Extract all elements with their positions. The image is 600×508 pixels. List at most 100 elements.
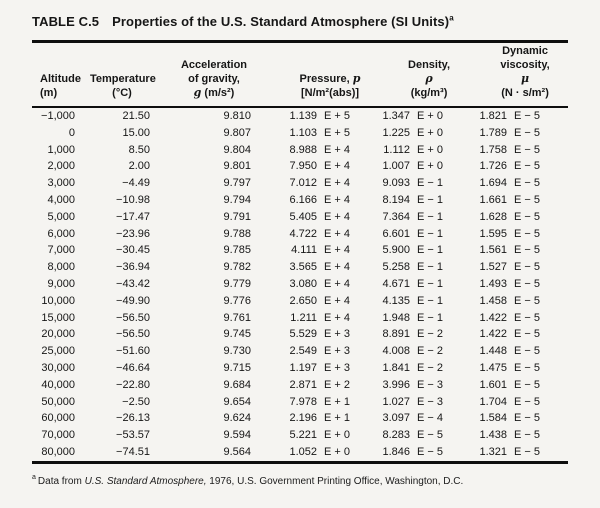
density-mantissa: 8.194: [382, 193, 411, 206]
pressure-mantissa: 1.211: [290, 311, 317, 324]
viscosity-exponent: E − 5: [514, 328, 541, 341]
footnote-text-tail: 1976, U.S. Government Printing Office, W…: [206, 475, 464, 487]
header-row: Altitude (m) Temperature (°C) Accelerati…: [32, 43, 569, 108]
pressure-mantissa: 7.012: [289, 177, 317, 190]
viscosity-mantissa: 1.422: [479, 311, 508, 324]
temperature-value: −17.47: [116, 210, 150, 223]
temperature-value: −49.90: [116, 294, 150, 307]
density-mantissa: 1.225: [382, 126, 411, 139]
viscosity-mantissa: 1.595: [479, 227, 508, 240]
title-footnote-marker: a: [449, 13, 454, 23]
temperature-value: −56.50: [116, 311, 150, 324]
table-row: 2,000 2.00 9.801 7.950 E + 4 1.007 E + 0 1.726 E…: [32, 158, 568, 175]
header-line: ρ: [399, 72, 459, 86]
viscosity-mantissa: 1.821: [479, 110, 508, 122]
altitude-value: 6,000: [47, 227, 75, 240]
viscosity-mantissa: 1.448: [479, 345, 508, 358]
header-unit: (N · s/m²): [501, 87, 549, 99]
header-line: Acceleration: [180, 59, 248, 71]
table-row: 15,000 −56.50 9.761 1.211 E + 4 1.948 E − 1 1.4…: [32, 310, 568, 327]
viscosity-exponent: E − 5: [514, 261, 541, 274]
density-exponent: E − 5: [417, 445, 444, 458]
gravity-value: 9.791: [223, 210, 251, 223]
viscosity-exponent: E − 5: [514, 160, 541, 173]
gravity-value: 9.779: [223, 277, 251, 290]
density-mantissa: 3.996: [382, 378, 411, 391]
viscosity-exponent: E − 5: [514, 395, 541, 408]
gravity-value: 9.715: [223, 361, 251, 374]
temperature-value: −2.50: [122, 395, 150, 408]
density-exponent: E − 1: [417, 311, 444, 324]
table-row: 10,000 −49.90 9.776 2.650 E + 4 4.135 E − 1 1.4…: [32, 293, 568, 310]
temperature-value: −30.45: [116, 244, 150, 257]
altitude-value: 25,000: [41, 345, 75, 358]
header-line: of gravity,: [188, 73, 240, 85]
density-mantissa: 8.283: [382, 429, 411, 442]
table-row: 50,000 −2.50 9.654 7.978 E + 1 1.027 E − 3 1.70…: [32, 394, 568, 411]
viscosity-mantissa: 1.561: [479, 244, 508, 257]
header-unit: [N/m²(abs)]: [300, 87, 360, 99]
pressure-exponent: E + 0: [324, 445, 350, 458]
density-mantissa: 8.891: [382, 328, 411, 341]
density-exponent: E − 4: [417, 412, 444, 425]
altitude-value: 8,000: [47, 261, 75, 274]
density-mantissa: 1.846: [382, 445, 411, 458]
density-exponent: E − 1: [417, 177, 444, 190]
pressure-exponent: E + 4: [324, 160, 350, 173]
footnote: a Data from U.S. Standard Atmosphere, 197…: [32, 474, 568, 488]
temperature-value: −4.49: [122, 177, 150, 190]
pressure-mantissa: 2.549: [289, 345, 317, 358]
pressure-exponent: E + 1: [324, 412, 350, 425]
viscosity-mantissa: 1.601: [479, 378, 508, 391]
viscosity-mantissa: 1.584: [479, 412, 508, 425]
gravity-value: 9.797: [223, 177, 251, 190]
gravity-value: 9.788: [223, 227, 251, 240]
density-exponent: E − 1: [417, 261, 444, 274]
viscosity-mantissa: 1.789: [479, 126, 508, 139]
gravity-value: 9.804: [223, 143, 251, 156]
header-line: Altitude: [40, 73, 81, 85]
viscosity-mantissa: 1.726: [479, 160, 508, 173]
table-row: 30,000 −46.64 9.715 1.197 E + 3 1.841 E − 2 1.4…: [32, 360, 568, 377]
col-header-gravity: Acceleration of gravity, g (m/s²): [154, 43, 254, 108]
pressure-symbol: p: [352, 72, 361, 85]
density-mantissa: 1.841: [382, 361, 411, 374]
viscosity-mantissa: 1.758: [479, 143, 508, 156]
density-mantissa: 3.097: [382, 412, 411, 425]
atmosphere-table: Altitude (m) Temperature (°C) Accelerati…: [32, 43, 569, 464]
header-unit: g (m/s²): [193, 86, 235, 99]
altitude-value: 7,000: [47, 244, 75, 257]
viscosity-mantissa: 1.321: [479, 445, 508, 458]
pressure-exponent: E + 1: [324, 395, 350, 408]
gravity-value: 9.761: [223, 311, 251, 324]
table-number: TABLE C.5: [32, 14, 100, 29]
footnote-source-italic: U.S. Standard Atmosphere,: [84, 475, 207, 487]
gravity-value: 9.776: [223, 294, 251, 307]
gravity-value: 9.782: [223, 261, 251, 274]
temperature-value: −74.51: [116, 445, 150, 458]
viscosity-mantissa: 1.475: [479, 361, 508, 374]
header-line: Density,: [408, 59, 451, 71]
altitude-value: 50,000: [41, 395, 75, 408]
temperature-value: −51.60: [116, 345, 150, 358]
gravity-value: 9.785: [223, 244, 251, 257]
pressure-exponent: E + 4: [324, 277, 350, 290]
density-mantissa: 5.900: [382, 244, 411, 257]
viscosity-mantissa: 1.493: [479, 277, 508, 290]
density-exponent: E − 1: [417, 294, 444, 307]
pressure-exponent: E + 4: [324, 244, 350, 257]
viscosity-exponent: E − 5: [514, 193, 541, 206]
pressure-exponent: E + 4: [324, 311, 350, 324]
pressure-mantissa: 4.722: [289, 227, 317, 240]
table-row: 3,000 −4.49 9.797 7.012 E + 4 9.093 E − 1 1.694…: [32, 175, 568, 192]
top-rule: [32, 40, 568, 43]
temperature-value: −26.13: [116, 412, 150, 425]
altitude-value: 70,000: [41, 429, 75, 442]
col-header-viscosity: Dynamic viscosity, μ (N · s/m²): [459, 43, 569, 108]
col-header-pressure: Pressure, p [N/m²(abs)]: [254, 43, 371, 108]
density-mantissa: 1.027: [382, 395, 411, 408]
page: TABLE C.5 Properties of the U.S. Standard…: [32, 13, 569, 488]
viscosity-mantissa: 1.704: [479, 395, 508, 408]
pressure-exponent: E + 4: [324, 294, 350, 307]
pressure-mantissa: 2.871: [289, 378, 317, 391]
